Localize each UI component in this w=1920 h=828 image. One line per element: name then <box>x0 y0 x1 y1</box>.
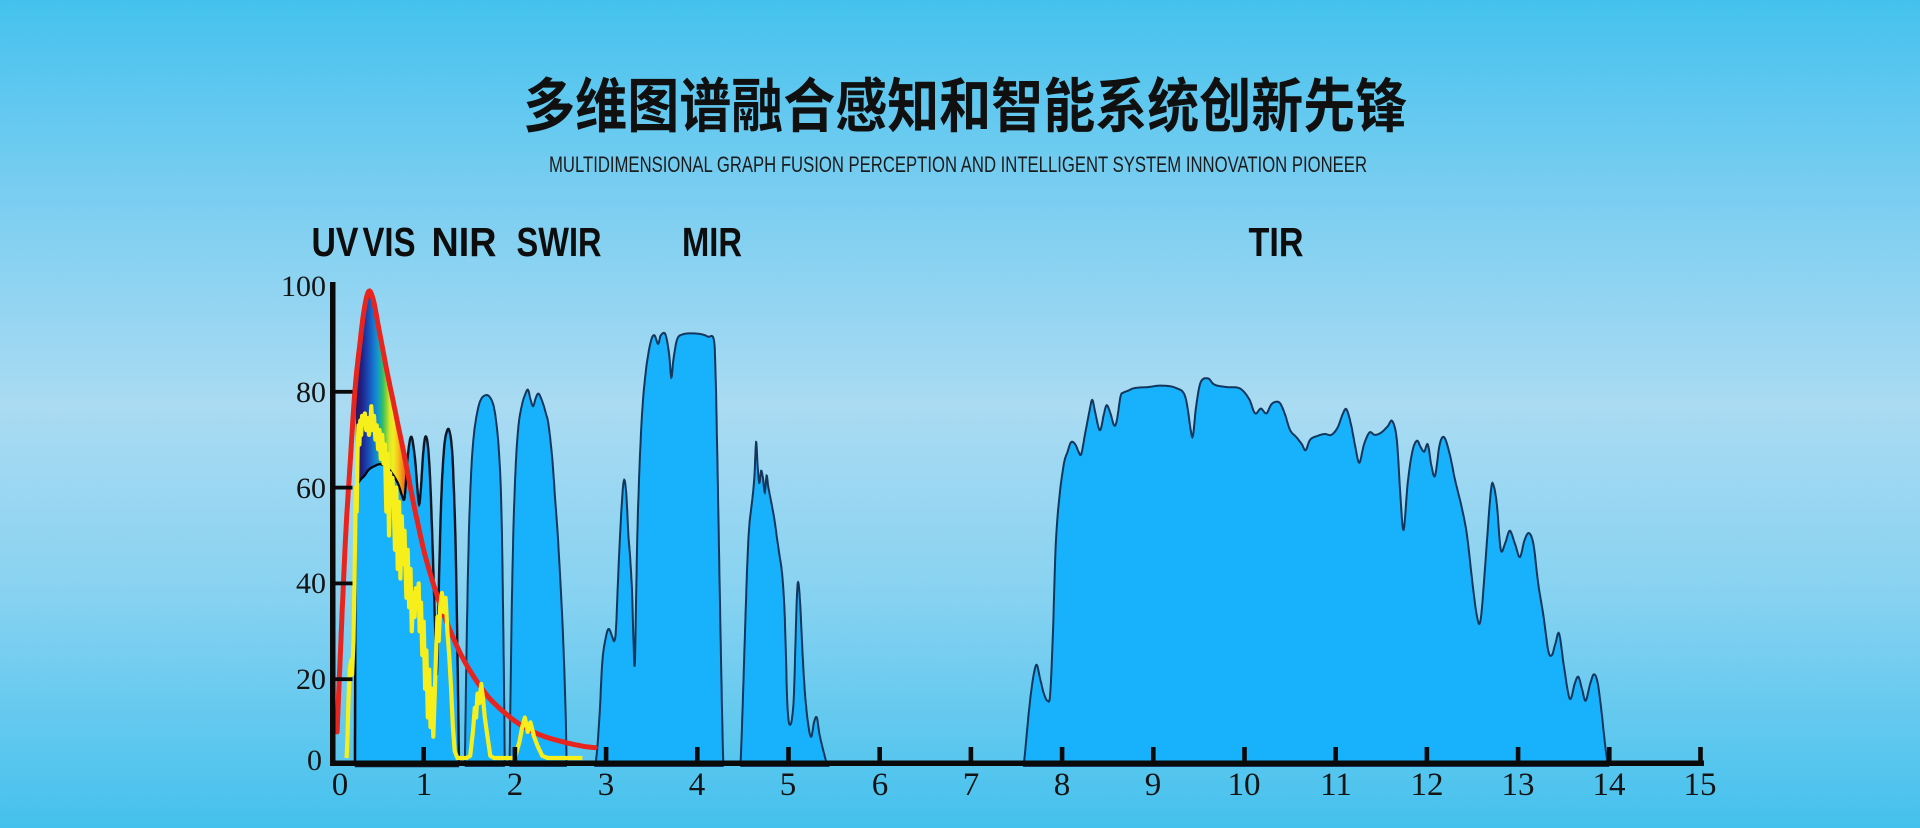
svg-text:3: 3 <box>598 767 615 803</box>
svg-text:10: 10 <box>1228 767 1261 803</box>
svg-text:NIR: NIR <box>432 219 497 265</box>
svg-text:80: 80 <box>296 376 326 409</box>
svg-text:40: 40 <box>296 567 326 600</box>
svg-text:9: 9 <box>1145 767 1162 803</box>
svg-text:1: 1 <box>416 767 433 803</box>
svg-text:11: 11 <box>1320 767 1352 803</box>
svg-text:20: 20 <box>296 663 326 696</box>
svg-text:MULTIDIMENSIONAL GRAPH FUSION: MULTIDIMENSIONAL GRAPH FUSION PERCEPTION… <box>549 152 1367 177</box>
svg-text:0: 0 <box>332 767 349 803</box>
svg-text:MIR: MIR <box>682 219 742 265</box>
svg-text:7: 7 <box>963 767 980 803</box>
svg-text:12: 12 <box>1411 767 1444 803</box>
svg-text:SWIR: SWIR <box>517 219 602 265</box>
svg-text:2: 2 <box>507 767 524 803</box>
svg-text:60: 60 <box>296 472 326 505</box>
svg-text:0: 0 <box>307 744 322 777</box>
svg-text:15: 15 <box>1684 767 1717 803</box>
svg-text:8: 8 <box>1054 767 1071 803</box>
svg-text:6: 6 <box>872 767 889 803</box>
svg-text:14: 14 <box>1593 767 1626 803</box>
svg-text:TIR: TIR <box>1249 219 1304 265</box>
svg-text:UV: UV <box>312 219 360 265</box>
svg-text:100: 100 <box>281 270 326 303</box>
svg-text:13: 13 <box>1502 767 1535 803</box>
svg-text:VIS: VIS <box>363 219 416 265</box>
svg-text:5: 5 <box>780 767 797 803</box>
svg-text:4: 4 <box>689 767 706 803</box>
